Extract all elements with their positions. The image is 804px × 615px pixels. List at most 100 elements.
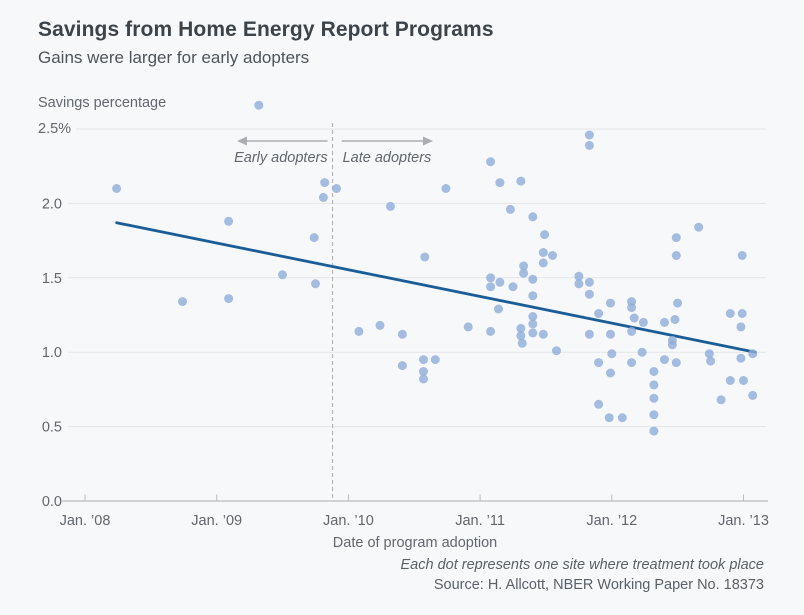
data-point [725,376,735,385]
data-point [538,248,548,257]
data-point [660,355,669,365]
data-point [737,309,747,318]
data-point [517,338,527,348]
data-point [311,279,320,289]
y-tick-label: 1.0 [42,345,62,361]
data-point [278,270,287,280]
data-point [638,317,648,327]
data-point [494,304,503,314]
data-point [486,157,496,167]
x-tick-label: Jan. ’12 [586,513,637,529]
data-point [420,252,430,262]
data-point [725,309,735,318]
data-point [627,326,637,336]
data-point [486,326,496,336]
data-point [607,349,617,359]
data-point [528,212,538,222]
data-point [671,233,681,243]
data-point [649,367,659,376]
data-point [528,312,538,321]
data-point [706,356,716,366]
data-point [486,273,496,283]
data-point [552,346,561,356]
data-point [671,358,681,368]
data-point [528,328,538,338]
data-point [627,358,637,368]
data-point [254,100,264,110]
data-point [519,268,529,278]
data-point [627,303,637,313]
data-point [540,230,550,240]
data-point [594,309,604,318]
data-point [748,349,758,359]
chart-subtitle: Gains were larger for early adopters [38,48,310,67]
data-point [224,216,234,226]
data-point [584,277,594,287]
y-axis-title: Savings percentage [38,95,166,111]
data-point [528,319,538,329]
data-point [649,393,659,403]
data-point [737,251,747,260]
data-point [606,368,615,378]
source-line: Source: H. Allcott, NBER Working Paper N… [433,577,764,593]
data-point [538,258,548,268]
data-point [441,184,451,193]
y-tick-label: 0.5 [42,420,62,436]
data-point [397,361,407,371]
data-point [332,184,341,193]
data-point [673,298,683,308]
data-point [548,251,557,260]
chart-footer: Each dot represents one site where treat… [164,555,764,595]
x-tick-label: Jan. ’11 [455,513,505,529]
data-point [495,178,505,188]
data-point [629,313,639,323]
data-point [606,329,615,339]
data-point [224,294,234,304]
data-point [508,282,518,292]
data-point [505,204,515,214]
right-arrowhead-icon [423,136,433,146]
data-point [318,192,328,202]
data-point [594,399,604,409]
data-point [594,358,604,368]
data-point [667,340,677,350]
data-point [736,353,746,363]
data-point [574,279,584,289]
data-point [430,355,440,365]
data-point [694,222,704,232]
x-tick-label: Jan. ’09 [191,513,242,529]
left-arrowhead-icon [237,136,247,146]
data-point [649,426,659,436]
data-point [495,277,505,287]
y-tick-label: 2.5% [38,121,71,137]
data-point [320,178,330,188]
late-adopters-label: Late adopters [343,150,432,166]
data-point [574,271,584,281]
data-point [584,130,594,140]
data-point [486,282,496,292]
data-point [112,184,122,193]
chart-header: Savings from Home Energy Report Programs… [38,18,494,68]
chart-title: Savings from Home Energy Report Programs [38,18,494,41]
data-point [354,326,364,336]
data-point [516,176,526,186]
data-point [519,261,529,271]
x-tick-label: Jan. ’10 [323,513,374,529]
data-point [671,251,681,260]
data-point [309,233,319,243]
data-point [617,413,627,423]
data-point [716,395,726,405]
data-point [606,298,615,308]
data-point [516,323,526,333]
data-point [748,390,758,400]
data-point [375,320,385,330]
data-point [386,201,395,211]
data-point [584,329,594,339]
data-point [649,410,659,420]
data-point [670,315,680,324]
data-point [660,317,669,327]
y-tick-label: 2.0 [42,196,62,212]
data-point [528,274,538,284]
